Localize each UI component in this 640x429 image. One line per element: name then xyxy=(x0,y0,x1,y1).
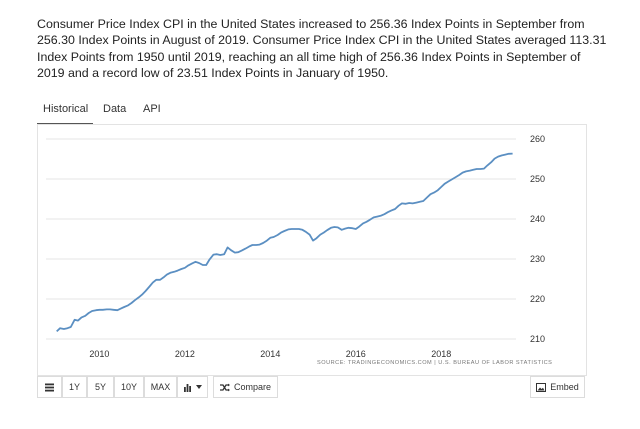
tab-api[interactable]: API xyxy=(143,103,161,115)
chart-panel: 210 220 230 240 250 260 2010 2012 2014 2016 2018 xyxy=(37,124,587,376)
image-icon xyxy=(536,382,547,392)
range-5y-button[interactable]: 5Y xyxy=(87,376,114,398)
chart-source: SOURCE: TRADINGECONOMICS.COM | U.S. BURE… xyxy=(317,360,553,366)
y-tick-label: 260 xyxy=(530,134,545,144)
bar-chart-icon xyxy=(183,383,191,392)
chart-type-button[interactable] xyxy=(177,376,208,398)
summary-paragraph: Consumer Price Index CPI in the United S… xyxy=(37,17,607,81)
compare-button[interactable]: Compare xyxy=(213,376,278,398)
range-1y-button[interactable]: 1Y xyxy=(62,376,87,398)
y-tick-label: 230 xyxy=(530,254,545,264)
y-tick-label: 220 xyxy=(530,294,545,304)
embed-label: Embed xyxy=(550,382,579,392)
y-tick-label: 250 xyxy=(530,174,545,184)
embed-button[interactable]: Embed xyxy=(530,376,585,398)
shuffle-icon xyxy=(219,383,230,391)
cpi-line-chart: 210 220 230 240 250 260 2010 2012 2014 2016 2018 xyxy=(46,134,545,359)
x-tick-label: 2014 xyxy=(260,349,280,359)
caret-down-icon xyxy=(195,385,202,389)
y-tick-label: 210 xyxy=(530,334,545,344)
range-max-button[interactable]: MAX xyxy=(144,376,177,398)
range-10y-button[interactable]: 10Y xyxy=(114,376,144,398)
cpi-series-line xyxy=(56,152,513,333)
x-tick-label: 2010 xyxy=(89,349,109,359)
chart-toolbar: 1Y 5Y 10Y MAX Compare Embed xyxy=(37,376,587,398)
x-tick-label: 2018 xyxy=(431,349,451,359)
menu-button[interactable] xyxy=(37,376,62,398)
chart-tabs: Historical Data API xyxy=(37,99,587,125)
x-tick-label: 2012 xyxy=(175,349,195,359)
y-tick-label: 240 xyxy=(530,214,545,224)
menu-icon xyxy=(45,383,54,391)
compare-label: Compare xyxy=(233,382,271,392)
tab-data[interactable]: Data xyxy=(103,103,127,115)
x-tick-label: 2016 xyxy=(346,349,366,359)
tab-historical[interactable]: Historical xyxy=(37,99,93,125)
